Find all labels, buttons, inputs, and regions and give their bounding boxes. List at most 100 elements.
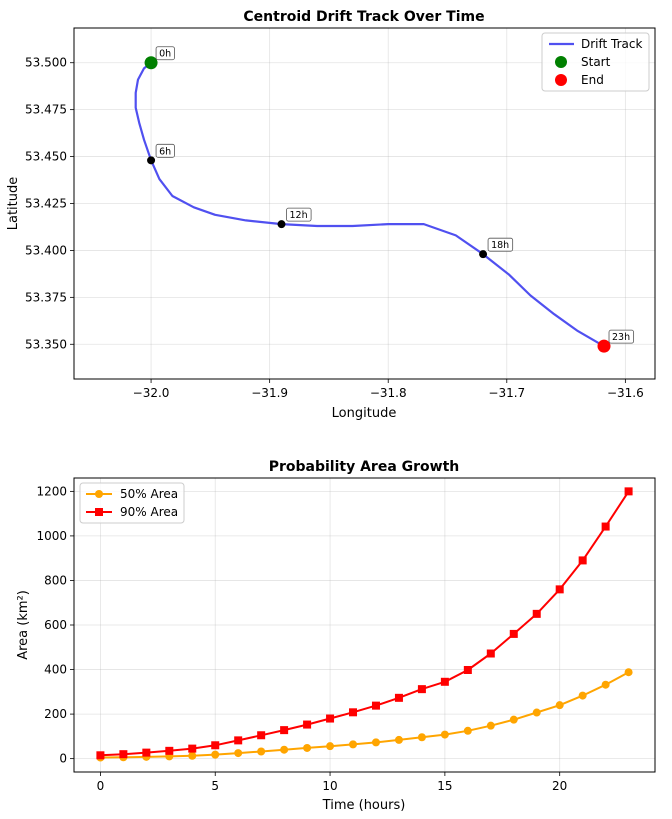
- x-tick-label: −31.8: [370, 386, 407, 400]
- series-90-area-point: [463, 665, 472, 674]
- annotation-label: 23h: [612, 332, 630, 343]
- series-50-area-point: [578, 691, 587, 700]
- annotation-label: 0h: [159, 49, 171, 60]
- x-tick-label: 10: [322, 779, 337, 793]
- legend-50-area-swatch-marker: [95, 490, 103, 498]
- legend: Drift Track Start End: [541, 32, 650, 92]
- series-90-area-point: [417, 685, 426, 694]
- y-tick-label: 600: [44, 618, 67, 632]
- y-tick-label: 53.425: [25, 197, 67, 211]
- series-50-area-line: [100, 671, 630, 759]
- series-50-area-point: [394, 735, 403, 744]
- series-50-area-point: [349, 740, 358, 749]
- legend-end-swatch: [555, 74, 567, 86]
- annotation-box: [286, 207, 312, 222]
- annotation-18h: 18h: [487, 237, 514, 252]
- legend-50-area-label: 50% Area: [120, 487, 178, 501]
- legend-90-area-label: 90% Area: [120, 505, 178, 519]
- x-axis-label: Time (hours): [322, 798, 406, 813]
- y-tick-label: 53.375: [25, 290, 67, 304]
- series-50-area-point: [509, 715, 518, 724]
- time-marker-18h: [479, 250, 488, 259]
- x-tick-label: −31.7: [488, 386, 525, 400]
- series-90-area-point: [578, 556, 587, 565]
- series-50-area-point: [234, 749, 243, 758]
- annotation-label: 18h: [491, 240, 509, 251]
- y-tick-label: 800: [44, 573, 67, 587]
- legend: 50% Area 90% Area: [79, 482, 185, 524]
- series-50-area-point: [624, 668, 633, 677]
- series-90-area-point: [211, 741, 220, 750]
- series-50-area-point: [463, 726, 472, 735]
- annotation-box: [608, 329, 635, 344]
- series-50-area-point: [532, 708, 541, 717]
- y-tick-label: 53.350: [25, 337, 67, 351]
- y-axis-label: Latitude: [6, 177, 21, 231]
- x-tick-label: 5: [211, 779, 219, 793]
- x-tick-label: 0: [97, 779, 105, 793]
- series-50-area-point: [371, 738, 380, 747]
- annotation-box: [155, 46, 175, 61]
- y-tick-label: 200: [44, 707, 67, 721]
- series-90-area-point: [188, 744, 197, 753]
- x-tick-label: −31.6: [607, 386, 644, 400]
- annotation-12h: 12h: [286, 207, 312, 222]
- series-90-area-point: [303, 720, 312, 729]
- series-90-area-point: [394, 693, 403, 702]
- start-point: [144, 56, 158, 70]
- series-50-area-point: [486, 721, 495, 730]
- series-50-area-point: [257, 747, 266, 756]
- series-90-area-point: [555, 585, 564, 594]
- x-tick-label: −31.9: [251, 386, 288, 400]
- series-90-area-point: [96, 751, 105, 760]
- time-marker-6h: [147, 156, 156, 165]
- plot-area: 0h 6h 12h 18h 23h: [134, 46, 635, 353]
- series-90-area-point: [349, 708, 358, 717]
- series-90-area-point: [532, 609, 541, 618]
- time-marker-12h: [277, 220, 286, 229]
- annotation-box: [155, 143, 175, 158]
- y-tick-label: 400: [44, 663, 67, 677]
- series-50-area-point: [211, 750, 220, 759]
- series-90-area-point: [234, 736, 243, 745]
- series-50-area-point: [303, 743, 312, 752]
- series-90-area-point: [257, 731, 266, 740]
- legend-drift-track-label: Drift Track: [581, 37, 642, 51]
- annotation-box: [487, 237, 514, 252]
- series-50-area-point: [326, 742, 335, 751]
- series-90-area-point: [165, 746, 174, 755]
- y-axis-label: Area (km²): [16, 590, 31, 660]
- y-tick-label: 0: [59, 752, 67, 766]
- series-90-area-point: [280, 726, 289, 735]
- annotation-label: 6h: [159, 146, 171, 157]
- legend-90-area-swatch-marker: [95, 508, 103, 516]
- series-50-area-point: [555, 701, 564, 710]
- legend-start-swatch: [555, 56, 567, 68]
- annotation-0h: 0h: [155, 46, 175, 61]
- drift-track-line: [134, 61, 605, 348]
- series-90-area-point: [326, 714, 335, 723]
- x-axis-label: Longitude: [332, 406, 397, 421]
- series-90-area-point: [601, 522, 610, 531]
- series-90-area-point: [509, 629, 518, 638]
- y-tick-label: 53.450: [25, 150, 67, 164]
- y-tick-label: 1200: [36, 484, 67, 498]
- grid: [74, 28, 655, 379]
- legend-box: [541, 32, 650, 92]
- y-tick-label: 53.475: [25, 103, 67, 117]
- x-tick-label: −32.0: [133, 386, 170, 400]
- series-90-area-point: [486, 649, 495, 658]
- series-90-area-point: [371, 701, 380, 710]
- y-tick-label: 53.500: [25, 56, 67, 70]
- end-point: [597, 339, 611, 353]
- legend-end-label: End: [581, 73, 604, 87]
- legend-start-label: Start: [581, 55, 611, 69]
- plot-area: [96, 487, 633, 762]
- series-90-area-point: [624, 487, 633, 496]
- area-growth-chart: Probability Area Growth 0 5 10 15 2002004006…: [16, 459, 656, 813]
- series-50-area-point: [601, 680, 610, 689]
- x-tick-label: 15: [437, 779, 452, 793]
- y-tick-label: 53.400: [25, 243, 67, 257]
